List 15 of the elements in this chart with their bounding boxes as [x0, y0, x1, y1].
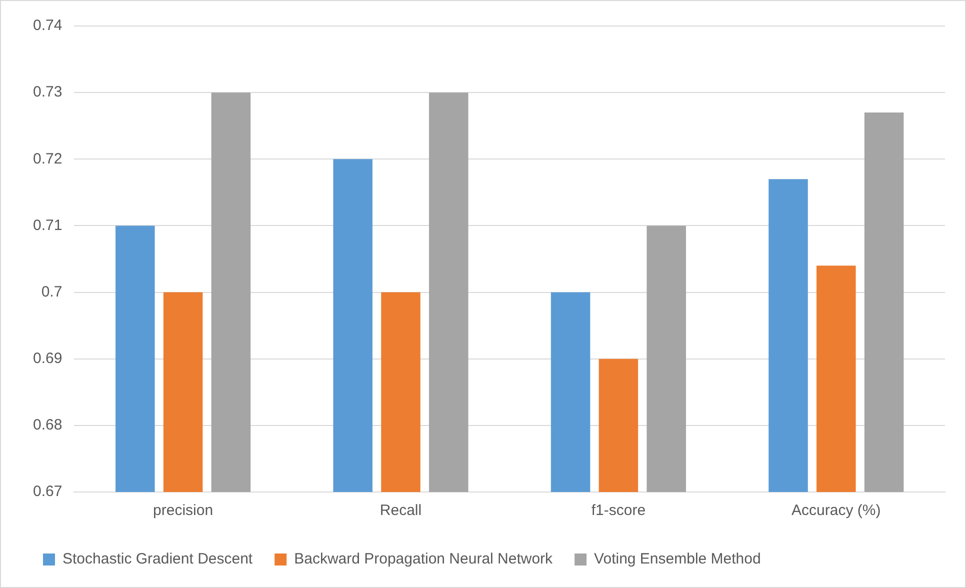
legend-label: Stochastic Gradient Descent	[62, 550, 254, 568]
y-tick-label: 0.72	[32, 150, 62, 168]
y-tick-label: 0.71	[32, 216, 62, 234]
y-tick-label: 0.69	[32, 350, 62, 367]
y-tick-label: 0.74	[32, 17, 62, 34]
x-tick-label: Recall	[380, 502, 422, 520]
y-tick-label: 0.68	[32, 416, 62, 434]
y-tick-label: 0.67	[32, 483, 62, 500]
legend-label: Backward Propagation Neural Network	[294, 550, 554, 568]
x-tick-label: Accuracy (%)	[792, 502, 881, 520]
legend-label: Voting Ensemble Method	[594, 550, 761, 568]
x-tick-label: f1-score	[591, 502, 646, 520]
y-tick-label: 0.73	[32, 84, 62, 101]
y-tick-label: 0.7	[41, 283, 62, 300]
x-tick-label: precision	[153, 502, 214, 520]
